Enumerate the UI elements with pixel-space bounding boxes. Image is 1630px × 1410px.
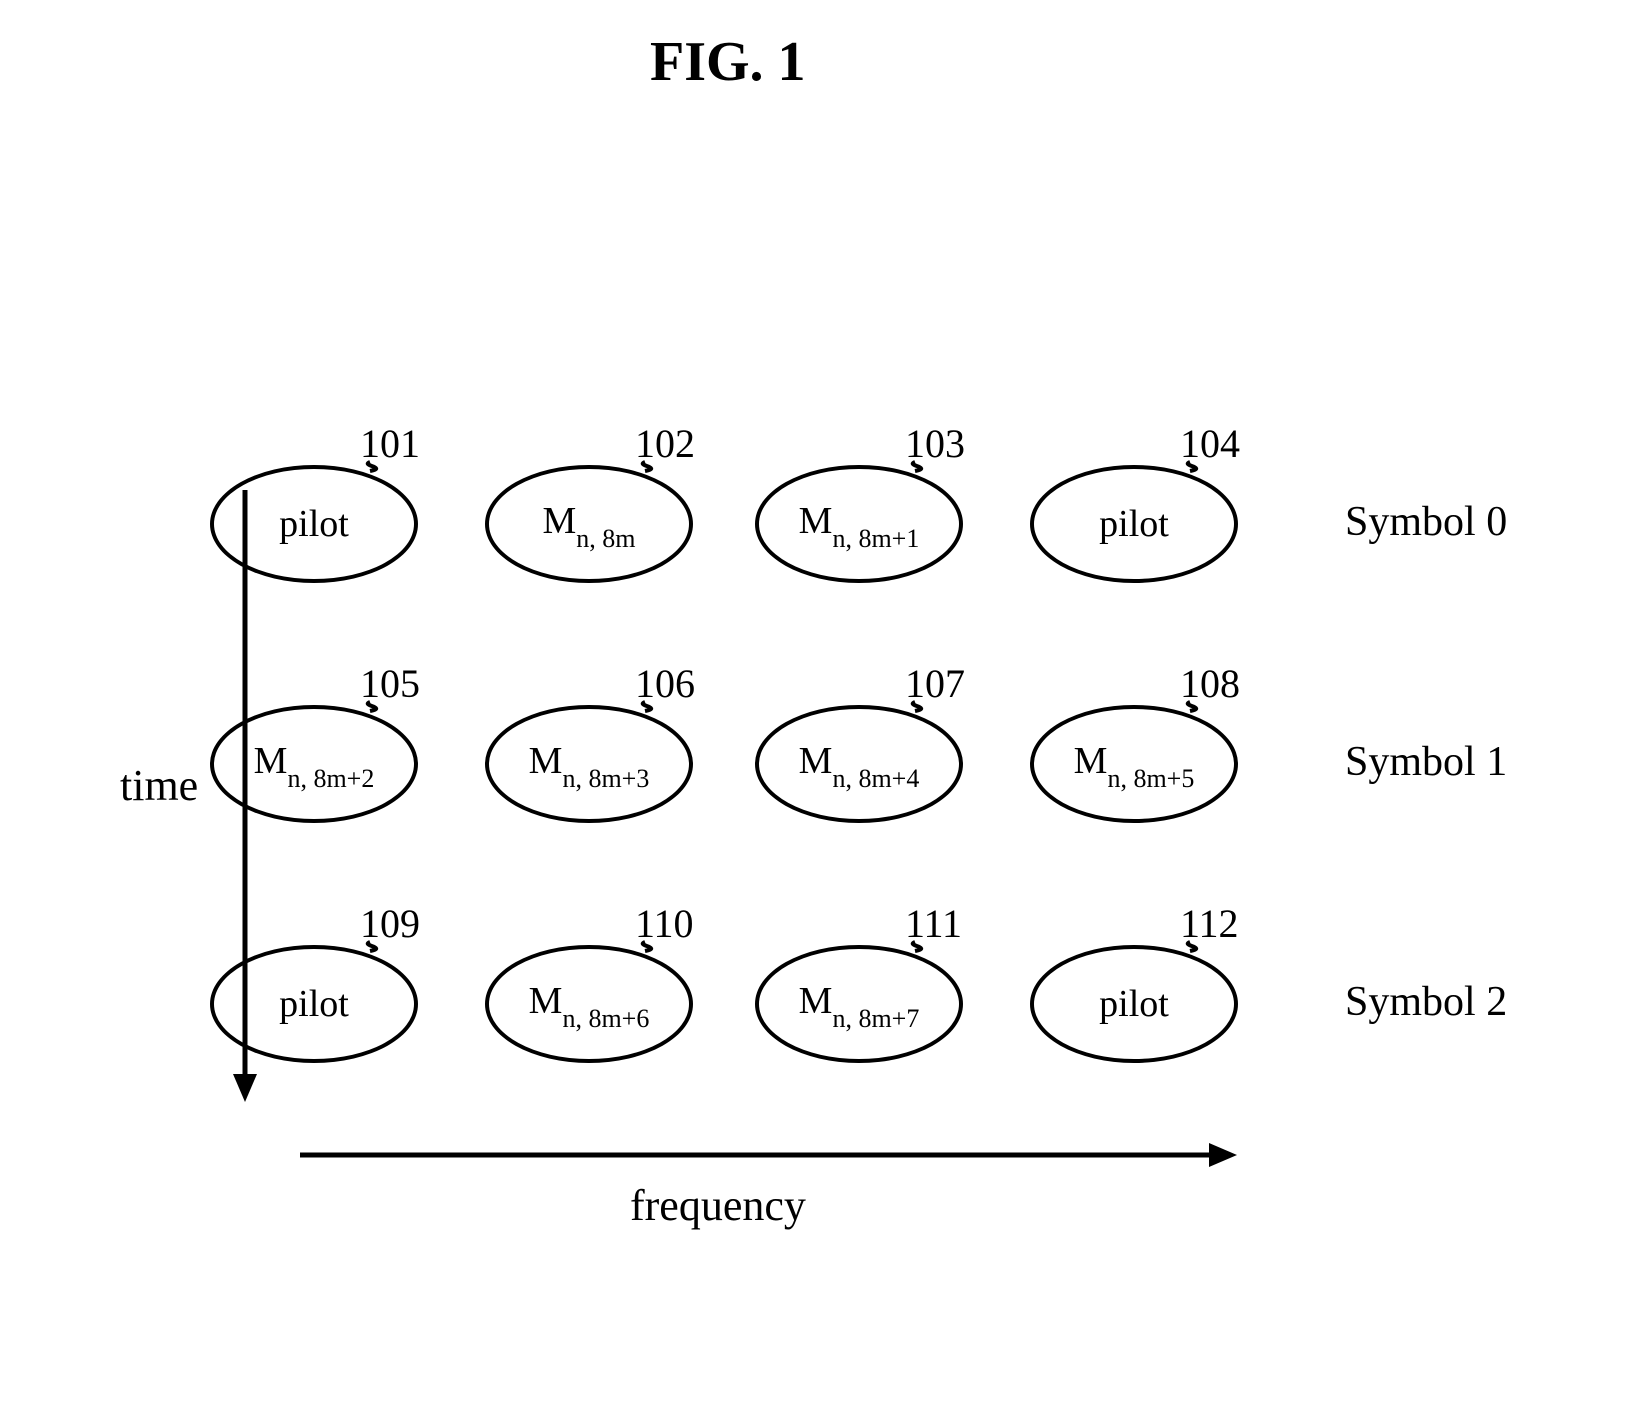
cell-label: Mn, 8m+6 (529, 982, 650, 1027)
cell-label: pilot (1099, 985, 1169, 1023)
leader-line (625, 922, 665, 971)
cell-label: Mn, 8m+4 (799, 742, 920, 787)
frequency-axis-arrow (300, 1135, 1245, 1175)
figure-canvas: FIG. 1 time frequency pilot101Mn, 8m102M… (0, 0, 1630, 1410)
cell-label: Mn, 8m+2 (254, 742, 375, 787)
cell-label: pilot (279, 505, 349, 543)
leader-line (350, 442, 390, 491)
cell-label: Mn, 8m+3 (529, 742, 650, 787)
leader-line (350, 682, 390, 731)
leader-line (625, 442, 665, 491)
cell-label: Mn, 8m (542, 502, 635, 547)
leader-line (625, 682, 665, 731)
figure-title: FIG. 1 (650, 30, 806, 94)
row-label: Symbol 2 (1345, 978, 1507, 1026)
leader-line (1170, 442, 1210, 491)
leader-line (1170, 682, 1210, 731)
row-label: Symbol 1 (1345, 738, 1507, 786)
cell-label: Mn, 8m+1 (799, 502, 920, 547)
cell-label: Mn, 8m+7 (799, 982, 920, 1027)
time-axis-label: time (120, 760, 198, 811)
leader-line (895, 442, 935, 491)
leader-line (1170, 922, 1210, 971)
row-label: Symbol 0 (1345, 498, 1507, 546)
cell-label: Mn, 8m+5 (1074, 742, 1195, 787)
leader-line (895, 682, 935, 731)
cell-label: pilot (279, 985, 349, 1023)
cell-label: pilot (1099, 505, 1169, 543)
frequency-axis-label: frequency (630, 1180, 806, 1231)
leader-line (350, 922, 390, 971)
leader-line (895, 922, 935, 971)
